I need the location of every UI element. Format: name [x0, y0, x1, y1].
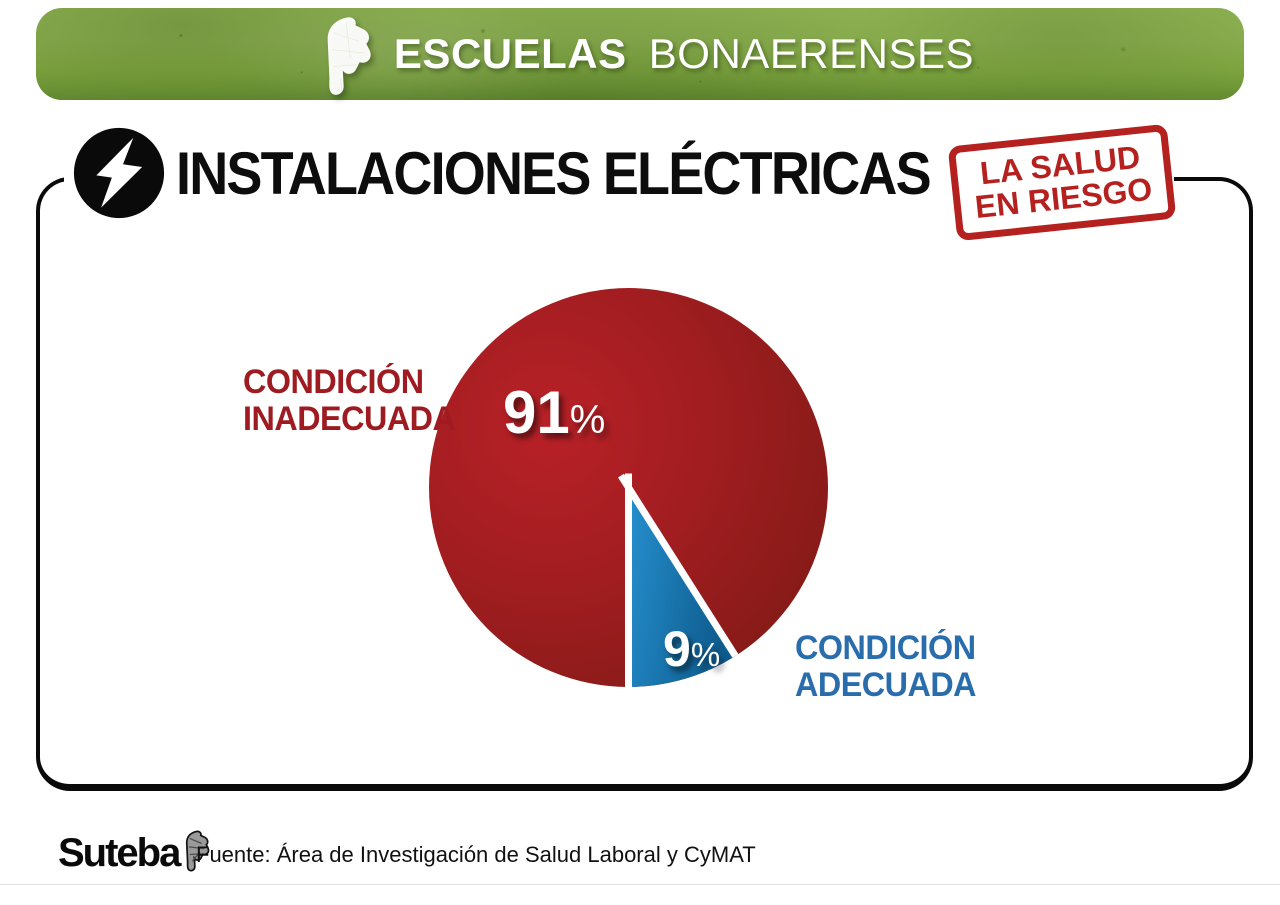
label-condicion-adecuada: CONDICIÓN ADECUADA	[795, 629, 977, 704]
value-inadecuada-percent-sign: %	[569, 398, 606, 442]
header-brand: ESCUELAS BONAERENSES	[394, 30, 974, 78]
header-banner: ESCUELAS BONAERENSES	[36, 8, 1244, 100]
label-inadecuada-line1: CONDICIÓN	[243, 363, 424, 401]
label-adecuada-line2: ADECUADA	[795, 665, 977, 704]
header-brand-bold: ESCUELAS	[393, 30, 627, 77]
suteba-logo: Suteba	[58, 829, 211, 875]
pie-slice-separators	[618, 473, 739, 688]
buenos-aires-map-icon	[327, 17, 371, 95]
value-adecuada-number: 9	[663, 621, 691, 677]
value-inadecuada-number: 91	[503, 379, 570, 446]
source-text: Fuente: Área de Investigación de Salud L…	[196, 842, 756, 867]
header-brand-regular: BONAERENSES	[648, 30, 975, 77]
value-adecuada: 9%	[663, 620, 720, 678]
footer-divider	[0, 884, 1280, 885]
pie-slice-adecuada	[628, 487, 736, 687]
label-condicion-inadecuada: CONDICIÓN INADECUADA	[243, 363, 456, 438]
page-title: INSTALACIONES ELÉCTRICAS	[176, 139, 932, 207]
lightning-bolt-icon	[73, 127, 165, 219]
label-adecuada-line1: CONDICIÓN	[795, 629, 976, 667]
suteba-logo-text: Suteba	[58, 831, 181, 875]
label-inadecuada-line2: INADECUADA	[243, 399, 456, 438]
value-adecuada-percent-sign: %	[690, 636, 721, 673]
suteba-map-icon	[186, 830, 210, 872]
pie-chart	[429, 288, 828, 688]
value-inadecuada: 91%	[503, 378, 605, 447]
